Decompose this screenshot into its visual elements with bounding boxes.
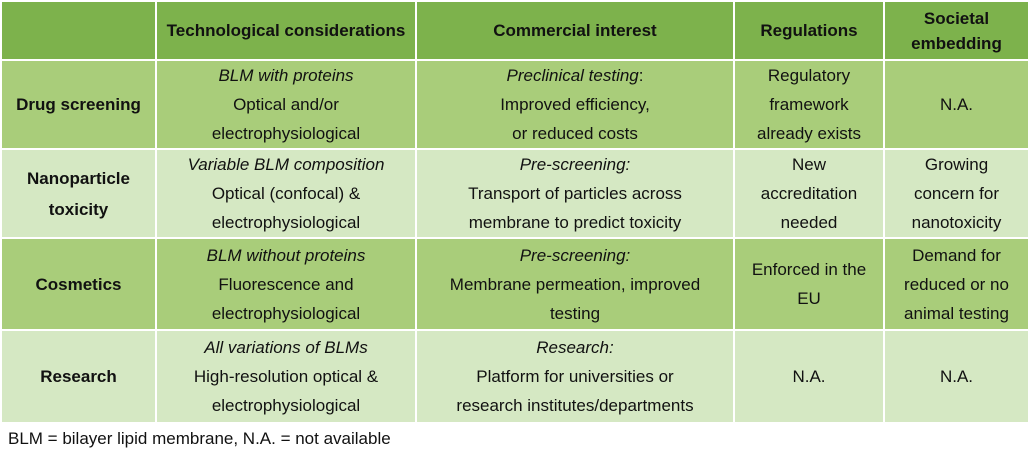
tech-title: Variable BLM composition [187, 155, 385, 174]
commercial-body-line1: Platform for universities or [476, 367, 674, 386]
commercial-body-line1: Transport of particles across [468, 184, 682, 203]
commercial-title-colon: : [638, 66, 644, 85]
commercial-title: Pre-screening: [519, 155, 631, 174]
header-row: Technological considerations Commercial … [0, 0, 1030, 61]
header-corner [0, 0, 157, 61]
commercial-cell: Preclinical testing: Improved efficiency… [415, 59, 735, 150]
tech-title: BLM with proteins [218, 66, 354, 85]
commercial-cell: Research: Platform for universities or r… [415, 329, 735, 424]
tech-cell: All variations of BLMs High-resolution o… [155, 329, 417, 424]
commercial-body-line2: membrane to predict toxicity [468, 213, 682, 232]
row-label: Nanoparticle toxicity [0, 148, 157, 239]
footnote: BLM = bilayer lipid membrane, N.A. = not… [8, 429, 391, 448]
tech-cell: BLM with proteins Optical and/or electro… [155, 59, 417, 150]
commercial-title: Preclinical testing [506, 66, 639, 85]
commercial-cell: Pre-screening: Membrane permeation, impr… [415, 237, 735, 331]
tech-body: Optical and/or electrophysiological [211, 95, 361, 143]
commercial-title: Research: [536, 338, 614, 357]
tech-cell: Variable BLM composition Optical (confoc… [155, 148, 417, 239]
row-label: Cosmetics [0, 237, 157, 331]
table-row: Cosmetics BLM without proteins Fluoresce… [0, 237, 1030, 331]
commercial-body-line2: or reduced costs [512, 124, 638, 143]
row-label: Drug screening [0, 59, 157, 150]
comparison-table: Technological considerations Commercial … [0, 0, 1030, 424]
commercial-body-line1: Improved efficiency, [500, 95, 650, 114]
tech-body: Fluorescence and electrophysiological [211, 274, 361, 323]
header-regulations: Regulations [733, 0, 885, 61]
tech-body: High-resolution optical & electrophysiol… [193, 367, 379, 415]
tech-title: All variations of BLMs [204, 338, 368, 357]
regulations-cell: Regulatory framework already exists [733, 59, 885, 150]
regulations-cell: New accreditation needed [733, 148, 885, 239]
societal-cell: Demand for reduced or no animal testing [883, 237, 1030, 331]
commercial-cell: Pre-screening: Transport of particles ac… [415, 148, 735, 239]
tech-body: Optical (confocal) & electrophysiologica… [211, 184, 361, 232]
societal-cell: N.A. [883, 329, 1030, 424]
table-row: Drug screening BLM with proteins Optical… [0, 59, 1030, 150]
table-row: Research All variations of BLMs High-res… [0, 329, 1030, 424]
regulations-cell: N.A. [733, 329, 885, 424]
row-label: Research [0, 329, 157, 424]
tech-cell: BLM without proteins Fluorescence and el… [155, 237, 417, 331]
commercial-title: Pre-screening: [519, 245, 631, 265]
commercial-body-line1: Membrane permeation, improved [449, 274, 701, 294]
header-societal: Societal embedding [883, 0, 1030, 61]
header-commercial: Commercial interest [415, 0, 735, 61]
header-technological: Technological considerations [155, 0, 417, 61]
table-row: Nanoparticle toxicity Variable BLM compo… [0, 148, 1030, 239]
regulations-cell: Enforced in the EU [733, 237, 885, 331]
societal-cell: Growing concern for nanotoxicity [883, 148, 1030, 239]
tech-title: BLM without proteins [206, 245, 366, 265]
commercial-body-line2: research institutes/departments [456, 396, 694, 415]
societal-cell: N.A. [883, 59, 1030, 150]
commercial-body-line2: testing [549, 303, 601, 323]
